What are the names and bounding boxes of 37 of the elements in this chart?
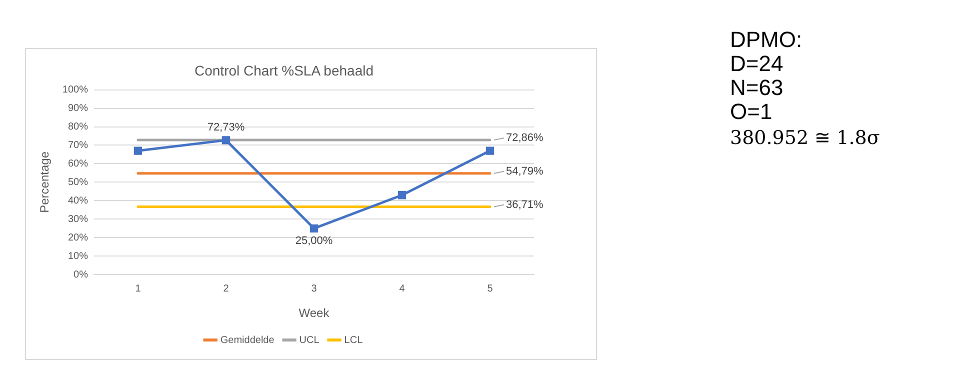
point	[310, 224, 318, 232]
text: DPMO:	[730, 27, 804, 52]
y-axis-title: Percentage	[38, 151, 52, 213]
point	[486, 146, 494, 155]
data-label: 72,86%	[506, 132, 544, 144]
chart-title: Control Chart %SLA behaald	[194, 62, 374, 78]
x-axis-title: Week	[298, 306, 330, 320]
data-label: 54,79%	[506, 165, 544, 178]
text: N=63	[730, 75, 784, 100]
y-tick-label: 90%	[68, 103, 88, 114]
x-tick-label: 4	[399, 283, 406, 294]
y-tick-label: 20%	[68, 232, 88, 244]
x-tick-label: 2	[223, 283, 230, 294]
legend-label: Gemiddelde	[220, 334, 275, 346]
y-tick-label: 70%	[68, 140, 88, 151]
y-tick-label: 0%	[74, 269, 88, 280]
text: O=1	[730, 99, 774, 124]
y-tick-label: 60%	[68, 158, 88, 170]
y-tick-label: 50%	[68, 176, 88, 188]
point	[398, 191, 406, 200]
data-label: 72,73%	[207, 122, 245, 134]
point	[134, 146, 142, 155]
y-tick-label: 10%	[68, 250, 88, 262]
legend-label: LCL	[344, 334, 364, 346]
x-tick-label: 5	[487, 283, 494, 294]
point	[222, 136, 230, 144]
x-tick-label: 3	[311, 283, 318, 294]
text: 380.952 ≅ 1.8σ	[730, 126, 880, 150]
y-tick-label: 80%	[68, 122, 88, 133]
data-label: 25,00%	[295, 234, 333, 247]
y-tick-label: 30%	[68, 214, 88, 225]
y-tick-label: 100%	[62, 84, 88, 96]
x-tick-label: 1	[135, 283, 142, 294]
legend-label: UCL	[299, 334, 320, 346]
text: D=24	[730, 51, 784, 76]
data-label: 36,71%	[506, 198, 544, 211]
y-tick-label: 40%	[68, 195, 88, 206]
